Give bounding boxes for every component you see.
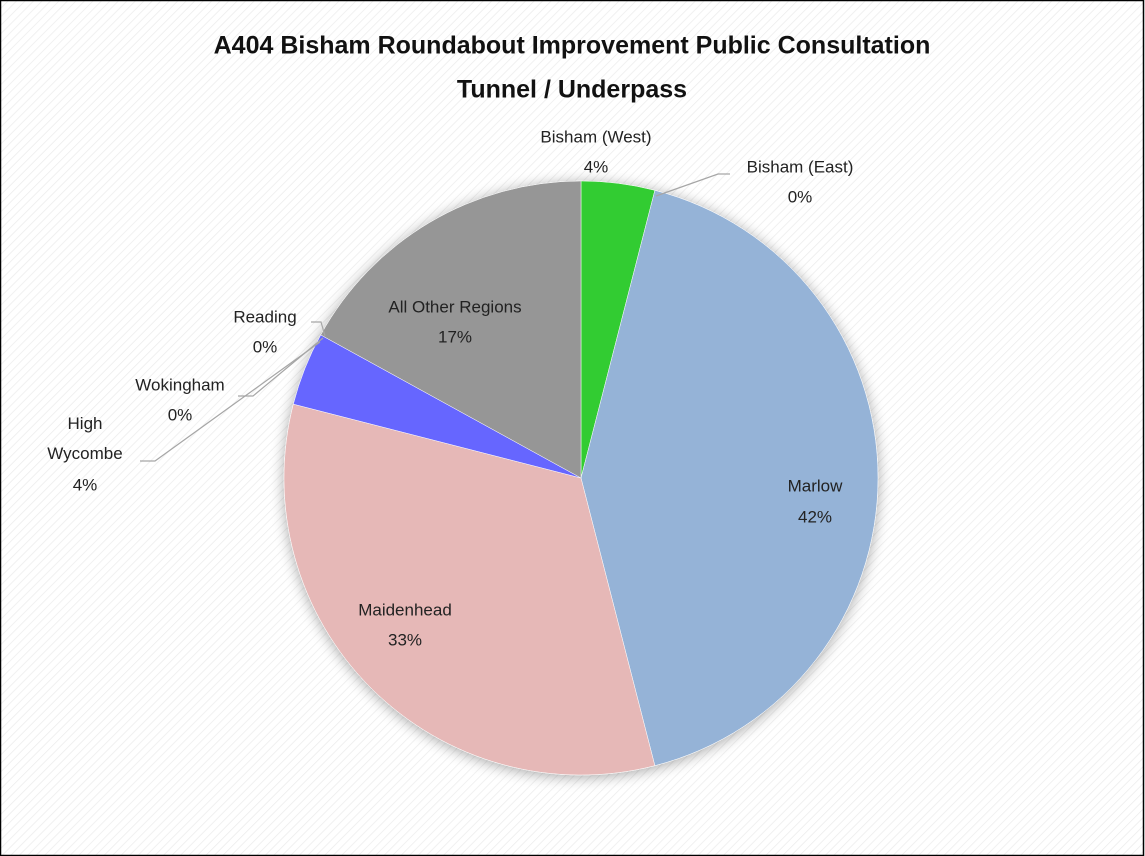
slice-value-label: 0% — [168, 405, 193, 424]
leader-line — [655, 173, 730, 197]
leader-line — [140, 341, 321, 462]
pie-slice — [580, 190, 879, 766]
slice-label: Marlow — [788, 476, 844, 495]
pie — [283, 180, 879, 776]
slice-label: Bisham (West) — [540, 127, 651, 146]
chart-title: Tunnel / Underpass — [457, 76, 687, 104]
slice-label: All Other Regions — [388, 297, 521, 316]
chart-title: A404 Bisham Roundabout Improvement Publi… — [214, 32, 931, 60]
slice-value-label: 4% — [584, 157, 609, 176]
slice-label: Maidenhead — [358, 600, 452, 619]
slice-label: Wokingham — [135, 375, 224, 394]
slice-label: High Wycombe — [47, 414, 122, 463]
leader-line — [311, 321, 326, 337]
slice-label: Bisham (East) — [747, 157, 854, 176]
pie-slice — [283, 403, 656, 776]
slice-value-label: 4% — [73, 475, 98, 494]
slice-value-label: 17% — [438, 327, 472, 346]
slice-label: Reading — [233, 307, 296, 326]
slice-value-label: 0% — [253, 337, 278, 356]
labels: Bisham (West) 4% Bisham (East) 0% Marlow 42% M… — [47, 127, 853, 649]
slice-value-label: 42% — [798, 507, 832, 526]
slice-value-label: 33% — [388, 630, 422, 649]
slice-value-label: 0% — [788, 187, 813, 206]
pie-slice — [320, 180, 582, 479]
